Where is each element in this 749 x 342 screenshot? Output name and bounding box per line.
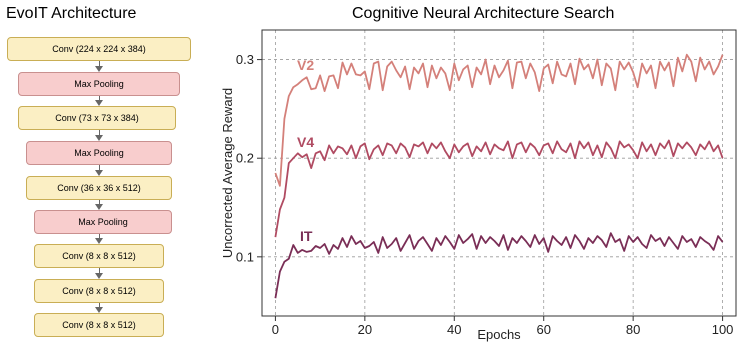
plot-frame <box>261 29 737 317</box>
x-axis-title: Epochs <box>477 327 521 342</box>
x-tick-label: 20 <box>358 322 372 337</box>
x-tick-label: 40 <box>447 322 461 337</box>
conv-layer: Conv (224 x 224 x 384) <box>7 37 191 61</box>
conv-layer: Conv (36 x 36 x 512) <box>26 176 172 200</box>
x-tick-label: 80 <box>626 322 640 337</box>
y-tick-label: 0.1 <box>236 249 254 264</box>
x-tick-label: 100 <box>712 322 734 337</box>
y-tick-label: 0.2 <box>236 151 254 166</box>
y-tick-label: 0.3 <box>236 52 254 67</box>
series-line-v4 <box>274 139 724 238</box>
max-pooling-layer: Max Pooling <box>26 141 172 165</box>
series-line-v2 <box>274 53 724 187</box>
y-axis-title: Uncorrected Average Reward <box>220 88 235 258</box>
architecture-title: EvoIT Architecture <box>6 5 137 22</box>
series-label-v2: V2 <box>297 57 314 73</box>
x-tick-label: 0 <box>272 322 279 337</box>
conv-layer: Conv (8 x 8 x 512) <box>34 244 164 268</box>
conv-layer: Conv (8 x 8 x 512) <box>34 313 164 337</box>
max-pooling-layer: Max Pooling <box>34 210 172 234</box>
conv-layer: Conv (73 x 73 x 384) <box>18 106 176 130</box>
chart-title: Cognitive Neural Architecture Search <box>352 5 615 22</box>
series-label-v4: V4 <box>297 134 314 150</box>
conv-layer: Conv (8 x 8 x 512) <box>34 279 164 303</box>
series-line-it <box>274 232 724 299</box>
x-tick-label: 60 <box>536 322 550 337</box>
max-pooling-layer: Max Pooling <box>18 72 180 96</box>
series-label-it: IT <box>300 228 313 244</box>
